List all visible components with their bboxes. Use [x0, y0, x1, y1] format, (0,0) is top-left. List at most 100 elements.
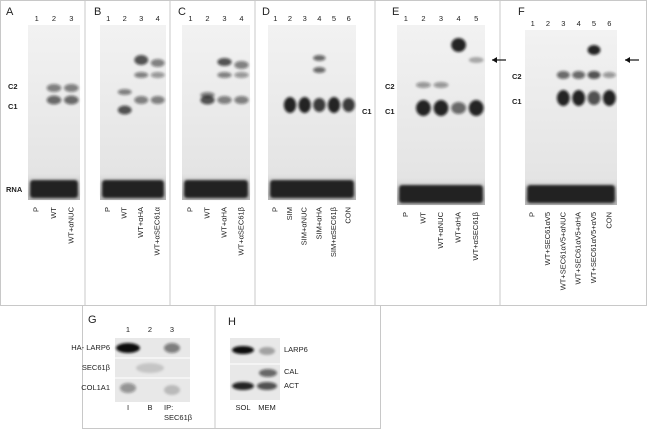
lane-label: WT: [120, 207, 129, 219]
lane-label: P: [103, 207, 112, 212]
band: [451, 102, 466, 114]
lane-label: CON: [604, 212, 613, 229]
lane-number: 2: [52, 14, 56, 23]
row-label: COL1A1: [81, 383, 110, 392]
band: [164, 385, 180, 395]
lane-label: WT+SEC61αV5: [543, 212, 552, 265]
panel-label: F: [518, 6, 525, 18]
band: [259, 369, 277, 377]
band: [468, 57, 484, 63]
gel: [182, 25, 250, 200]
band: [602, 90, 616, 106]
panel-label: E: [392, 6, 399, 18]
lane-label: SOL: [235, 403, 250, 412]
lane-number: 1: [188, 14, 192, 23]
band: [556, 71, 570, 79]
lane-number: 2: [288, 14, 292, 23]
lane-number: 4: [577, 19, 581, 28]
lane-number: 1: [106, 14, 110, 23]
panel-label: D: [262, 6, 270, 18]
band: [134, 55, 149, 65]
lane-label: WT+αNUC: [436, 211, 445, 248]
band: [150, 96, 165, 104]
lane-label: WT+αSEC61β: [236, 206, 245, 255]
band: [232, 346, 254, 354]
gel: [525, 30, 617, 205]
band-label: RNA: [6, 185, 23, 194]
lane-number: 3: [303, 14, 307, 23]
band: [232, 382, 254, 390]
gel-bands: [270, 55, 355, 198]
panel-label: H: [228, 316, 236, 328]
band-label: C1: [512, 97, 522, 106]
lane-label: WT+αHA: [454, 212, 463, 243]
band: [313, 67, 326, 73]
band: [150, 59, 165, 67]
gel-bands: [184, 58, 249, 198]
gel: [100, 25, 166, 200]
band: [217, 72, 232, 78]
band: [234, 61, 249, 69]
row-label: HA- LARP6: [71, 343, 110, 352]
lane-number: 2: [205, 14, 209, 23]
blot-bands: [116, 343, 180, 395]
band: [451, 38, 466, 52]
band: [283, 97, 297, 113]
lane-number: 3: [561, 19, 565, 28]
lane-number: 2: [421, 14, 425, 23]
free-probe: [184, 180, 248, 198]
band: [298, 97, 311, 113]
band: [164, 343, 180, 353]
lane-label: P: [270, 207, 279, 212]
panel-label: C: [178, 6, 186, 18]
band: [257, 382, 277, 390]
arrow-head: [492, 57, 497, 63]
gel-bands: [102, 55, 165, 198]
band: [327, 97, 341, 113]
panel-label: A: [6, 6, 14, 18]
band: [116, 343, 140, 353]
band: [134, 96, 149, 104]
band: [46, 84, 62, 92]
band: [234, 96, 249, 104]
band: [587, 71, 601, 79]
band-label: C2: [512, 72, 522, 81]
row-label: ACT: [284, 381, 299, 390]
band: [217, 96, 232, 104]
lane-number: 3: [139, 14, 143, 23]
lane-number: 1: [273, 14, 277, 23]
lane-label: WT: [49, 207, 58, 219]
band: [433, 100, 449, 116]
band-label: C1: [385, 107, 395, 116]
gel: [28, 25, 80, 200]
lane-number: 1: [35, 14, 39, 23]
band: [134, 72, 149, 78]
lane-label: WT+αHA: [136, 207, 145, 238]
gel-bands: [399, 38, 484, 203]
band: [120, 383, 136, 393]
band-label: C2: [385, 82, 395, 91]
free-probe: [30, 180, 78, 198]
band: [416, 82, 431, 88]
lane-number: 5: [332, 14, 336, 23]
row-label: SEC61β: [82, 363, 111, 372]
blot-bands: [232, 346, 277, 390]
lane-number: 3: [222, 14, 226, 23]
gel-bands: [30, 84, 79, 198]
band: [234, 72, 249, 78]
band: [313, 55, 326, 61]
free-probe: [527, 185, 615, 203]
lane-number: 5: [592, 19, 596, 28]
lane-number: 1: [404, 14, 408, 23]
band: [259, 347, 275, 355]
lane-number: 4: [239, 14, 243, 23]
band: [572, 71, 586, 79]
lane-label: P: [528, 212, 537, 217]
lane-label: P: [32, 207, 41, 212]
lane-label: IP:: [164, 403, 173, 412]
lane-number: 5: [474, 14, 478, 23]
band-label: C2: [8, 82, 18, 91]
band: [200, 95, 215, 105]
lane-number: 6: [347, 14, 351, 23]
band: [117, 89, 132, 95]
